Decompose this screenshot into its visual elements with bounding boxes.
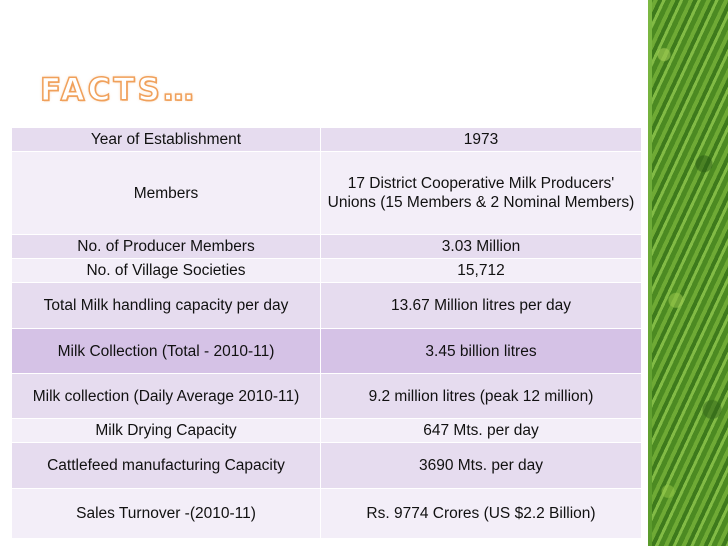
row-value: 13.67 Million litres per day bbox=[320, 282, 642, 329]
row-label: Members bbox=[11, 151, 321, 235]
row-value: 17 District Cooperative Milk Producers' … bbox=[320, 151, 642, 235]
slide-title: FACTS… bbox=[39, 71, 197, 109]
row-value: 3.45 billion litres bbox=[320, 328, 642, 374]
table-row: Total Milk handling capacity per day 13.… bbox=[11, 282, 642, 329]
table-row: Members 17 District Cooperative Milk Pro… bbox=[11, 151, 642, 235]
row-label: Sales Turnover -(2010-11) bbox=[11, 488, 321, 539]
row-label: Milk Drying Capacity bbox=[11, 418, 321, 443]
table-row: No. of Village Societies 15,712 bbox=[11, 258, 642, 283]
row-value: 3.03 Million bbox=[320, 234, 642, 259]
table-row: Sales Turnover -(2010-11) Rs. 9774 Crore… bbox=[11, 488, 642, 539]
row-value: 9.2 million litres (peak 12 million) bbox=[320, 373, 642, 419]
table-row: Milk collection (Daily Average 2010-11) … bbox=[11, 373, 642, 419]
row-label: Cattlefeed manufacturing Capacity bbox=[11, 442, 321, 489]
row-label: Total Milk handling capacity per day bbox=[11, 282, 321, 329]
row-value: Rs. 9774 Crores (US $2.2 Billion) bbox=[320, 488, 642, 539]
row-value: 647 Mts. per day bbox=[320, 418, 642, 443]
row-value: 15,712 bbox=[320, 258, 642, 283]
table-row: Year of Establishment 1973 bbox=[11, 127, 642, 152]
facts-table: Year of Establishment 1973 Members 17 Di… bbox=[11, 127, 642, 539]
table-row: Milk Drying Capacity 647 Mts. per day bbox=[11, 418, 642, 443]
row-value: 3690 Mts. per day bbox=[320, 442, 642, 489]
table-row: No. of Producer Members 3.03 Million bbox=[11, 234, 642, 259]
row-label: Year of Establishment bbox=[11, 127, 321, 152]
table-row: Cattlefeed manufacturing Capacity 3690 M… bbox=[11, 442, 642, 489]
row-value: 1973 bbox=[320, 127, 642, 152]
green-texture-sidebar bbox=[648, 0, 728, 546]
row-label: Milk collection (Daily Average 2010-11) bbox=[11, 373, 321, 419]
row-label: Milk Collection (Total - 2010-11) bbox=[11, 328, 321, 374]
row-label: No. of Village Societies bbox=[11, 258, 321, 283]
row-label: No. of Producer Members bbox=[11, 234, 321, 259]
table-row: Milk Collection (Total - 2010-11) 3.45 b… bbox=[11, 328, 642, 374]
